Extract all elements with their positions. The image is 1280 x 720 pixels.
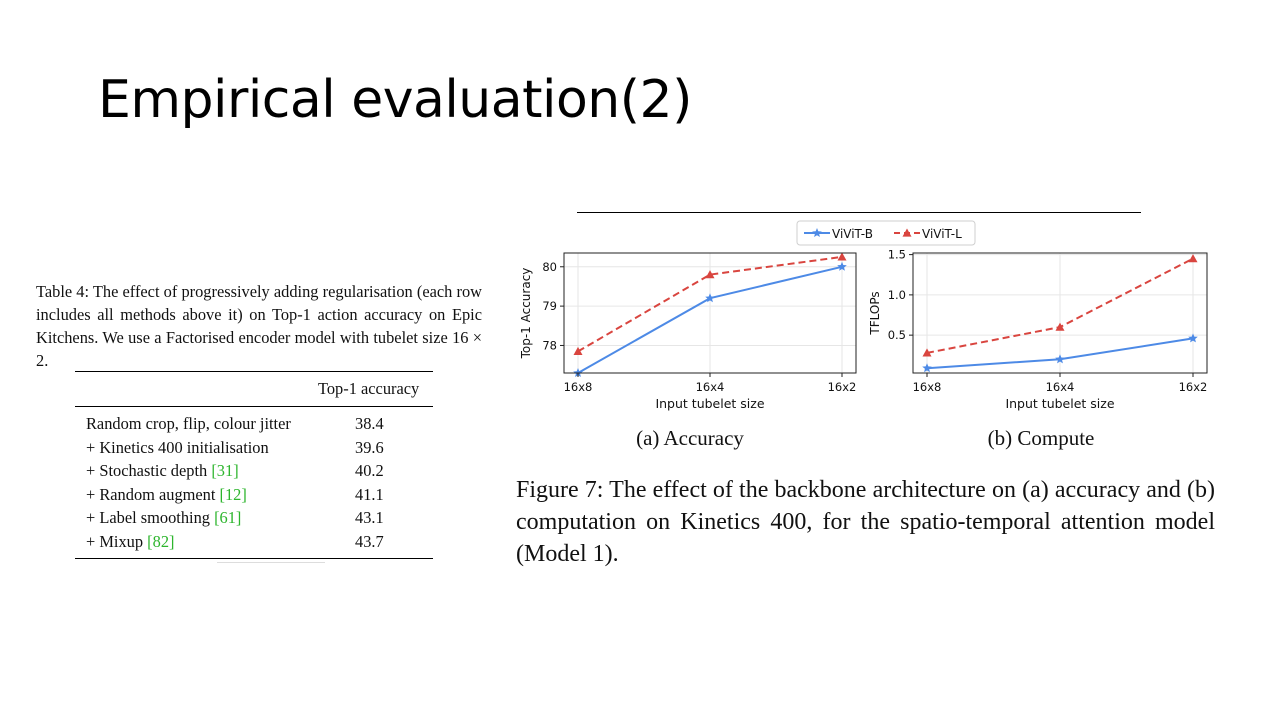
table-row: + Label smoothing [61] 43.1: [75, 506, 433, 530]
citation-link[interactable]: [61]: [214, 508, 242, 527]
legend: ViViT-B ViViT-L: [796, 220, 976, 246]
data-point: [705, 270, 715, 279]
y-tick-label: 80: [542, 260, 557, 274]
table-4-caption-text: Table 4: The effect of progressively add…: [36, 282, 482, 347]
method-label: + Kinetics 400 initialisation: [86, 437, 269, 457]
x-tick-label: 16x4: [696, 380, 725, 394]
chart-a-series: [573, 252, 847, 377]
chart-b-ylabel: TFLOPs: [868, 291, 882, 335]
figure-7-caption: Figure 7: The effect of the backbone arc…: [516, 477, 1215, 567]
method-label: + Stochastic depth: [86, 461, 208, 480]
chart-a-subtitle: (a) Accuracy: [636, 426, 744, 450]
table-4-caption-end: .: [44, 351, 49, 370]
data-point: [1055, 322, 1065, 331]
faint-divider: [217, 562, 325, 563]
x-tick-label: 16x2: [1179, 380, 1208, 394]
chart-b-ticks: 16x8 16x4 16x2 0.5 1.0 1.5: [888, 248, 1208, 394]
slide-title: Empirical evaluation(2): [98, 70, 692, 130]
table-body: Random crop, flip, colour jitter 38.4 + K…: [75, 407, 433, 558]
table-4-caption-size: 16 × 2: [36, 328, 483, 370]
y-tick-label: 1.5: [888, 248, 906, 262]
accuracy-cell: 40.2: [355, 461, 384, 480]
table-row: + Mixup [82] 43.7: [75, 530, 433, 554]
data-point: [837, 261, 847, 271]
accuracy-cell: 38.4: [355, 414, 384, 433]
legend-entry-vivit-b: ViViT-B: [804, 227, 873, 241]
legend-entry-vivit-l: ViViT-L: [894, 227, 962, 241]
table-4-caption: Table 4: The effect of progressively add…: [36, 280, 482, 372]
data-point: [922, 363, 932, 373]
method-cell: Random crop, flip, colour jitter: [86, 414, 291, 434]
x-tick-label: 16x8: [913, 380, 942, 394]
table-mid-rule: [75, 406, 433, 407]
table-4: Top-1 accuracy Random crop, flip, colour…: [75, 371, 433, 559]
table-bottom-rule: [75, 558, 433, 559]
data-point: [837, 252, 847, 261]
accuracy-cell: 41.1: [355, 484, 384, 504]
chart-b-series: [922, 254, 1198, 373]
legend-label-vivit-l: ViViT-L: [922, 227, 962, 241]
method-cell: + Mixup [82]: [86, 532, 174, 552]
x-tick-label: 16x4: [1046, 380, 1075, 394]
method-cell: + Stochastic depth [31]: [86, 461, 239, 481]
data-point: [573, 346, 583, 355]
figure-top-rule: [577, 212, 1141, 213]
data-point: [1188, 333, 1198, 343]
table-row: + Random augment [12] 41.1: [75, 483, 433, 507]
table-header-row: Top-1 accuracy: [75, 372, 433, 406]
method-cell: + Label smoothing [61]: [86, 508, 241, 528]
method-cell: + Random augment [12]: [86, 485, 247, 505]
method-label: + Label smoothing: [86, 508, 210, 527]
series-line-vivit-l: [577, 255, 843, 353]
method-label: Random crop, flip, colour jitter: [86, 414, 291, 433]
method-cell: + Kinetics 400 initialisation: [86, 438, 269, 458]
table-top-rule: [75, 371, 433, 372]
chart-a-ticks: 16x8 16x4 16x2 78 79 80: [542, 260, 856, 394]
triangle-icon: [902, 228, 912, 237]
data-point: [1055, 354, 1065, 364]
method-label: + Random augment: [86, 484, 216, 504]
citation-link[interactable]: [31]: [211, 461, 239, 480]
chart-a-xlabel: Input tubelet size: [655, 396, 764, 411]
legend-box: [796, 220, 976, 246]
x-tick-label: 16x2: [828, 380, 857, 394]
chart-compute: 16x8 16x4 16x2 0.5 1.0 1.5 TFLOPs Input tubel…: [868, 248, 1208, 450]
accuracy-cell: 43.1: [355, 508, 384, 527]
citation-link[interactable]: [82]: [147, 531, 175, 551]
legend-label-vivit-b: ViViT-B: [832, 227, 873, 241]
data-point: [922, 348, 932, 357]
citation-link[interactable]: [12]: [219, 484, 247, 504]
chart-b-subtitle: (b) Compute: [988, 426, 1095, 450]
data-point: [705, 293, 715, 303]
table-row: + Stochastic depth [31] 40.2: [75, 459, 433, 483]
chart-accuracy: 16x8 16x4 16x2 78 79 80 Top-1 Accuracy Input …: [519, 252, 857, 450]
y-tick-label: 0.5: [888, 328, 906, 342]
data-point: [1188, 254, 1198, 263]
y-tick-label: 78: [542, 338, 557, 352]
table-row: Random crop, flip, colour jitter 38.4: [75, 412, 433, 436]
chart-b-grid: [913, 253, 1207, 373]
column-header-top1-accuracy: Top-1 accuracy: [318, 379, 420, 398]
accuracy-cell: 43.7: [355, 531, 384, 551]
method-label: + Mixup: [86, 531, 144, 551]
accuracy-cell: 39.6: [355, 437, 384, 457]
y-tick-label: 79: [542, 299, 557, 313]
chart-a-ylabel: Top-1 Accuracy: [519, 268, 533, 360]
x-tick-label: 16x8: [564, 380, 593, 394]
chart-b-xlabel: Input tubelet size: [1005, 396, 1114, 411]
chart-a-grid: [564, 253, 856, 373]
table-row: + Kinetics 400 initialisation 39.6: [75, 436, 433, 460]
y-tick-label: 1.0: [888, 288, 906, 302]
star-icon: [812, 228, 822, 237]
